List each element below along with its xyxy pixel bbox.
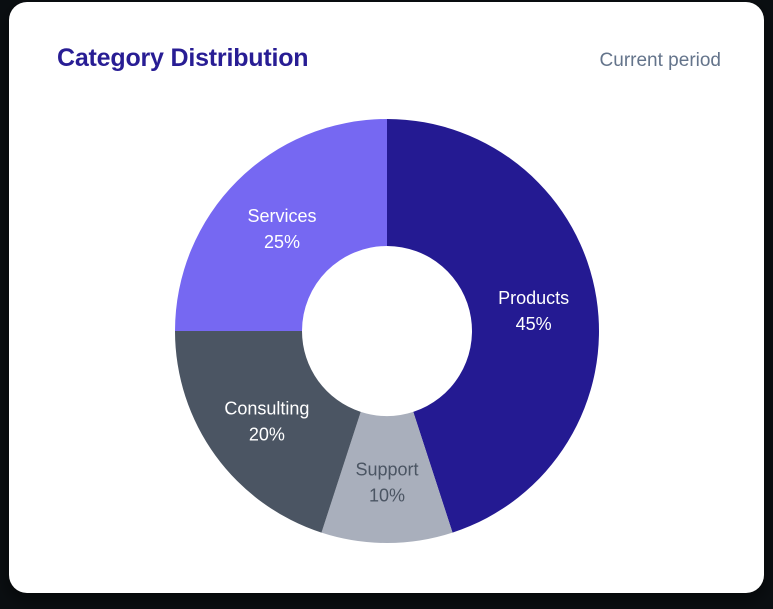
donut-segment-services[interactable] — [175, 119, 387, 331]
donut-segment-consulting[interactable] — [175, 331, 361, 533]
donut-segment-products[interactable] — [387, 119, 599, 533]
page-title: Category Distribution — [57, 44, 309, 72]
slice-label-products: Products 45% — [498, 288, 569, 334]
slice-label-support: Support 10% — [355, 460, 418, 506]
period-label: Current period — [599, 50, 721, 71]
donut-segment-support[interactable] — [321, 411, 453, 543]
slice-label-consulting: Consulting 20% — [224, 398, 309, 444]
slice-label-services: Services 25% — [247, 206, 316, 252]
card-header: Category Distribution Current period — [57, 44, 721, 73]
